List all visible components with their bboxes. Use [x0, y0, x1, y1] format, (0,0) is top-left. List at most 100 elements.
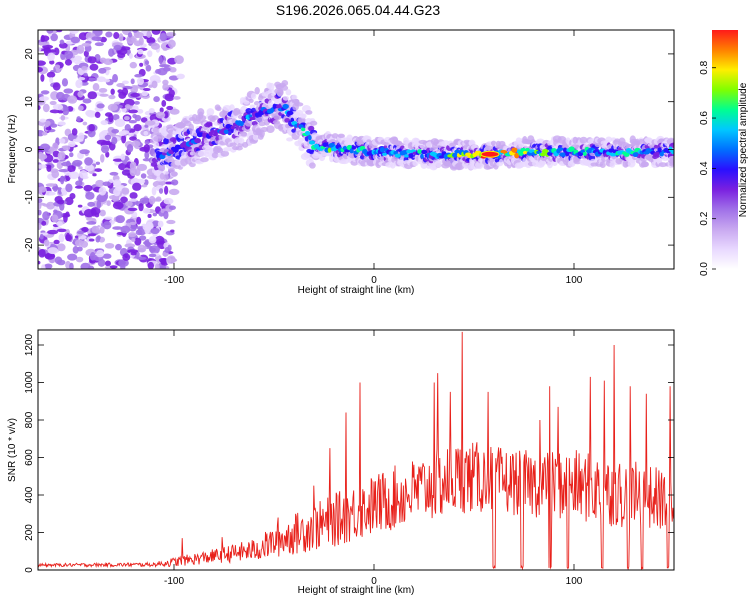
spectrogram-cell [166, 105, 174, 111]
spectrogram-cell [77, 105, 84, 111]
spectrogram-cell [69, 30, 80, 35]
spectrogram-cell [158, 164, 165, 172]
spectrogram-cell [244, 119, 254, 127]
spectrogram-cell [124, 243, 136, 248]
spectrogram-cell [220, 150, 230, 157]
spectrogram-cell [59, 175, 65, 185]
spectrogram-cell [130, 92, 140, 98]
spectrogram-cell [81, 226, 89, 233]
spectrogram-cell [301, 113, 307, 119]
snr-y-tick: 1200 [24, 333, 674, 356]
spectrogram-cell [158, 188, 164, 194]
spectrogram-cell [168, 75, 179, 81]
spectrogram-cell [406, 149, 412, 154]
spectrogram-cell [49, 77, 54, 84]
spectrogram-cell [559, 152, 567, 157]
spectrogram-cell [249, 116, 256, 121]
spectrogram-cell [146, 30, 152, 38]
spectrogram-cell [145, 64, 152, 72]
spectrogram-cell [147, 213, 152, 218]
spectrogram-cell [121, 87, 129, 96]
spectrogram-cell [565, 151, 570, 157]
spectrogram-cell [210, 129, 216, 134]
spectrogram-cell [579, 136, 588, 144]
spectrogram-cell [133, 123, 142, 132]
spectrogram-cell [85, 191, 95, 200]
spectrogram-y-tick: 10 [24, 96, 674, 107]
spectrogram-cell [605, 136, 613, 143]
spectrogram-cell [88, 124, 95, 132]
spectrogram-cell [102, 221, 112, 230]
snr-x-tick-label: 0 [371, 576, 377, 587]
spectrogram-cell [47, 247, 59, 255]
spectrogram-cell [130, 251, 137, 256]
spectrogram-cell [57, 187, 63, 195]
spectrogram-cell [599, 161, 606, 168]
spectrogram-cell [58, 169, 69, 173]
spectrogram-cell [223, 129, 229, 135]
spectrogram-cell [669, 158, 674, 166]
spectrogram-cell [568, 146, 575, 152]
spectrogram-cell [159, 32, 168, 42]
spectrogram-cell [95, 236, 101, 243]
spectrogram-cell [38, 260, 41, 265]
spectrogram-cell [132, 30, 138, 33]
spectrogram-cell [113, 31, 120, 40]
spectrogram-cell [67, 165, 76, 173]
spectrogram-cell [69, 152, 74, 158]
spectrogram-cell [132, 182, 142, 191]
spectrogram-y-tick-label: 0 [24, 146, 35, 152]
spectrogram-cell [54, 256, 63, 265]
spectrogram-cell [121, 130, 130, 135]
spectrogram-cell [128, 109, 138, 114]
spectrogram-cell [100, 120, 109, 126]
spectrogram-cell [349, 148, 354, 154]
spectrogram-cell [78, 166, 83, 170]
spectrogram-cell [153, 96, 160, 103]
spectrogram-cell [99, 209, 106, 217]
spectrogram-cell [148, 236, 157, 244]
spectrogram-cell [118, 33, 124, 42]
spectrogram-cell [129, 61, 138, 69]
spectrogram-cell [104, 134, 112, 141]
spectrogram-cell [38, 60, 46, 66]
spectrogram-cell [129, 136, 137, 141]
spectrogram-cell [49, 60, 55, 65]
spectrogram-cell [43, 239, 50, 247]
spectrogram-cell [144, 140, 150, 145]
spectrogram-cell [103, 58, 113, 65]
spectrogram-cell [77, 230, 85, 235]
spectrogram-cell [308, 140, 316, 145]
spectrogram-cell [379, 147, 385, 153]
spectrogram-cell [164, 185, 169, 195]
spectrogram-cell [91, 225, 100, 234]
spectrogram-cell [102, 181, 112, 187]
snr-y-tick-label: 400 [24, 486, 35, 503]
spectrogram-cell [525, 147, 530, 152]
spectrogram-cell [80, 262, 91, 269]
spectrogram-cell [102, 253, 112, 259]
spectrogram-x-tick-label: 0 [371, 275, 377, 286]
spectrogram-cell [120, 264, 126, 269]
spectrogram-cell [153, 135, 163, 142]
spectrogram-x-tick: 0 [371, 30, 377, 286]
spectrogram-cell [40, 90, 50, 95]
spectrogram-cell [167, 244, 172, 252]
spectrogram-cell [113, 44, 122, 51]
spectrogram-cell [144, 60, 150, 65]
spectrogram-cell [38, 66, 44, 73]
spectrogram-cells [38, 30, 674, 269]
spectrogram-cell [113, 187, 121, 197]
colorbar-title: Normalized spectral amplitude [738, 82, 749, 217]
spectrogram-cell [158, 257, 168, 263]
spectrogram-cell [57, 199, 65, 205]
spectrogram-cell [68, 141, 76, 148]
spectrogram-cell [658, 162, 668, 168]
snr-y-tick-label: 0 [24, 567, 35, 573]
spectrogram-cell [45, 126, 52, 131]
spectrogram-cell [417, 149, 423, 154]
spectrogram-cell [57, 151, 66, 160]
snr-y-tick: 800 [24, 411, 674, 428]
spectrogram-cell [91, 36, 102, 42]
